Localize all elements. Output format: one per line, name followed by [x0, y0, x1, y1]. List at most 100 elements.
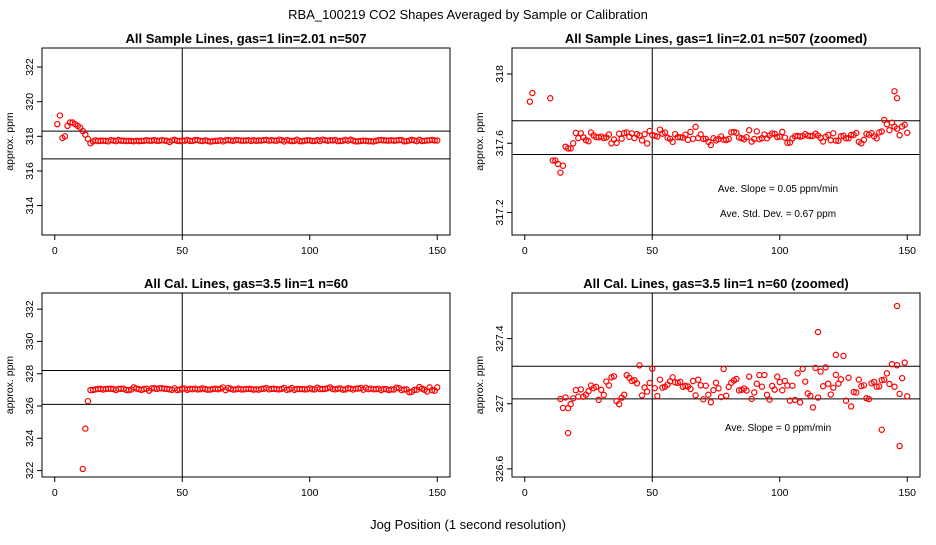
data-point [761, 371, 768, 379]
panel-annotation: Ave. Slope = 0.05 ppm/min [718, 184, 838, 195]
data-point [830, 384, 837, 391]
data-point [870, 378, 878, 386]
data-point [567, 145, 574, 152]
figure-x-axis-label: Jog Position (1 second resolution) [370, 517, 566, 532]
data-point [428, 386, 436, 394]
y-tick-label: 320 [24, 93, 36, 111]
x-tick-label: 150 [428, 245, 446, 257]
data-point [878, 128, 885, 135]
data-series [557, 302, 911, 450]
data-point [845, 374, 852, 381]
y-tick-label: 328 [24, 365, 36, 383]
data-point [572, 129, 579, 137]
data-point [585, 388, 592, 395]
y-tick-label: 322 [24, 58, 36, 76]
x-tick-label: 50 [176, 487, 188, 499]
plot-frame [511, 47, 921, 236]
x-tick-label: 50 [176, 245, 188, 257]
data-point [850, 388, 857, 396]
data-point [692, 392, 699, 399]
data-point [720, 365, 727, 373]
data-point [881, 376, 888, 383]
data-point [733, 375, 740, 383]
data-point [883, 121, 891, 128]
data-point [567, 400, 574, 408]
data-point [82, 425, 89, 432]
data-point [901, 359, 908, 366]
data-point [692, 123, 699, 131]
data-point [707, 399, 715, 406]
data-point [547, 95, 554, 102]
y-axis-label: approx. ppm [474, 112, 486, 171]
y-tick-label: 318 [24, 127, 36, 145]
data-point [684, 136, 692, 144]
y-tick-label: 327.4 [494, 325, 506, 351]
data-point [559, 162, 567, 169]
x-tick-label: 150 [898, 487, 916, 499]
data-point [784, 382, 791, 389]
data-point [743, 133, 750, 141]
data-point [802, 378, 809, 385]
data-point [682, 382, 689, 390]
data-point [669, 138, 676, 146]
data-point [411, 386, 418, 394]
data-point [893, 95, 901, 102]
data-point [577, 386, 585, 393]
y-tick-label: 324 [24, 429, 36, 447]
data-point [825, 380, 832, 387]
data-point [700, 135, 707, 143]
data-point [702, 382, 710, 389]
x-tick-label: 100 [301, 487, 319, 499]
data-point [832, 351, 840, 359]
data-point [837, 376, 845, 383]
y-axis-label: approx. ppm [474, 356, 486, 415]
data-point [677, 378, 684, 386]
data-point [570, 140, 577, 147]
data-point [689, 377, 697, 385]
data-point [557, 169, 564, 176]
data-point [766, 396, 773, 403]
data-point [873, 135, 880, 142]
data-point [768, 130, 776, 137]
data-point [705, 391, 712, 398]
data-point [654, 392, 661, 400]
data-point [434, 137, 441, 144]
y-tick-label: 316 [24, 162, 36, 180]
data-point [393, 384, 400, 391]
data-point [753, 128, 761, 135]
data-point [605, 382, 613, 389]
panel-title: All Sample Lines, gas=1 lin=2.01 n=507 [126, 31, 367, 46]
data-point [733, 129, 740, 136]
data-point [819, 383, 827, 390]
data-point [886, 127, 893, 134]
data-point [774, 133, 781, 141]
data-point [840, 352, 847, 360]
data-point [682, 131, 689, 138]
data-point [595, 396, 602, 404]
data-point [564, 429, 572, 437]
y-tick-label: 332 [24, 300, 36, 318]
data-point [842, 135, 850, 142]
data-point [572, 386, 579, 394]
data-point [700, 396, 707, 403]
x-tick-label: 50 [646, 487, 658, 499]
data-point [549, 157, 557, 164]
data-point [689, 135, 697, 142]
data-point [745, 373, 753, 380]
data-point [669, 374, 676, 381]
data-point [694, 376, 702, 383]
data-point [618, 135, 625, 142]
data-point [758, 383, 766, 390]
y-tick-label: 326 [24, 397, 36, 415]
data-point [791, 396, 799, 404]
data-point [431, 137, 438, 144]
data-point [687, 128, 694, 136]
data-point [406, 388, 413, 396]
data-point [799, 365, 806, 373]
data-point [564, 145, 572, 152]
data-point [789, 382, 796, 389]
data-point [860, 382, 868, 389]
data-point [643, 388, 651, 395]
x-tick-label: 150 [898, 245, 916, 257]
